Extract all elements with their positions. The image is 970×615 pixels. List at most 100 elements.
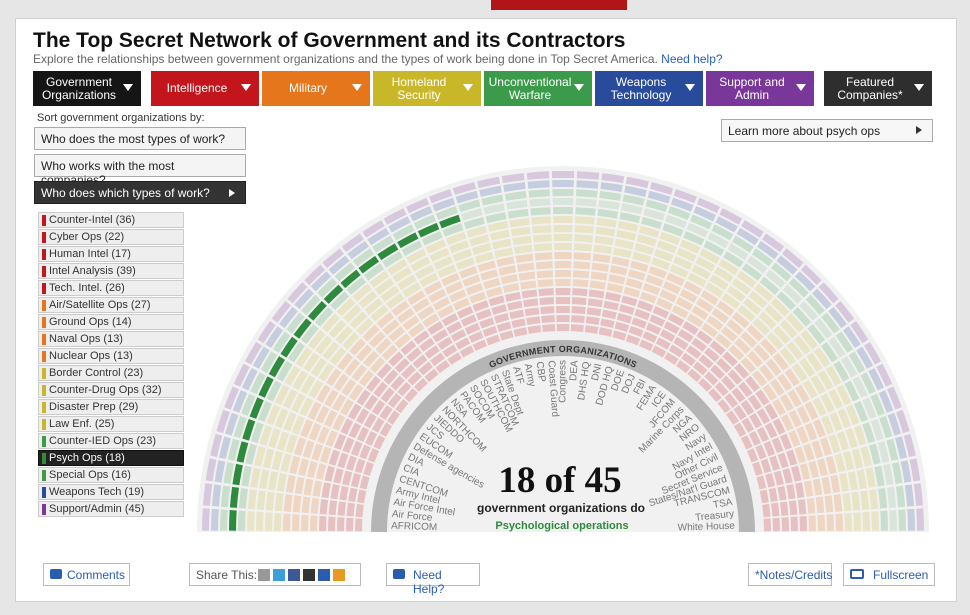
icon[interactable]: [273, 569, 285, 581]
cell: [715, 216, 738, 233]
cell: [696, 197, 720, 214]
work-type-item[interactable]: Special Ops (16): [38, 467, 184, 483]
cell: [821, 415, 835, 435]
tab[interactable]: Government Organizations: [33, 71, 141, 106]
fullscreen-button[interactable]: Fullscreen: [843, 563, 935, 586]
cell: [402, 315, 420, 331]
cell: [830, 474, 841, 493]
org-label: Army: [522, 363, 538, 388]
learn-more-button[interactable]: Learn more about psych ops: [721, 119, 933, 142]
work-type-item[interactable]: Tech. Intel. (26): [38, 280, 184, 296]
cell: [424, 368, 439, 383]
icon[interactable]: [258, 569, 270, 581]
work-type-item[interactable]: Ground Ops (14): [38, 314, 184, 330]
work-type-item[interactable]: Intel Analysis (39): [38, 263, 184, 279]
cell: [887, 412, 901, 436]
cell: [507, 300, 523, 311]
cell: [903, 433, 916, 458]
tab[interactable]: Support and Admin: [706, 71, 814, 106]
icon[interactable]: [333, 569, 345, 581]
comments-button[interactable]: Comments: [43, 563, 130, 586]
cell: [404, 388, 418, 403]
work-type-item[interactable]: Psych Ops (18): [38, 450, 184, 466]
cell: [597, 208, 619, 219]
work-type-item[interactable]: Nuclear Ops (13): [38, 348, 184, 364]
cell: [786, 449, 798, 466]
cell: [343, 304, 362, 323]
sort-option[interactable]: Who does the most types of work?: [34, 127, 246, 150]
cell: [856, 469, 867, 490]
cell: [736, 227, 759, 246]
cell: [526, 171, 550, 180]
tab[interactable]: Featured Companies*: [824, 71, 932, 106]
cell: [334, 262, 356, 282]
cell: [496, 256, 515, 267]
cell: [227, 438, 240, 461]
cell: [616, 229, 637, 241]
cell: [731, 312, 750, 329]
work-type-item[interactable]: Weapons Tech (19): [38, 484, 184, 500]
work-type-item[interactable]: Human Intel (17): [38, 246, 184, 262]
cell: [507, 208, 529, 219]
cell: [600, 318, 615, 329]
cell: [776, 291, 796, 311]
icon[interactable]: [288, 569, 300, 581]
cell: [472, 339, 487, 351]
work-type-item[interactable]: Cyber Ops (22): [38, 229, 184, 245]
color-swatch: [42, 453, 46, 464]
cell: [328, 449, 340, 466]
cell: [504, 291, 521, 302]
work-type-item[interactable]: Counter-Intel (36): [38, 212, 184, 228]
cell: [686, 222, 709, 238]
cell: [392, 266, 412, 283]
cell: [554, 242, 572, 251]
work-type-item[interactable]: Disaster Prep (29): [38, 399, 184, 415]
work-type-item[interactable]: Law Enf. (25): [38, 416, 184, 432]
work-type-item[interactable]: Support/Admin (45): [38, 501, 184, 517]
help-link[interactable]: Need help?: [661, 52, 723, 66]
cell: [659, 289, 677, 303]
color-swatch: [42, 266, 46, 277]
tab[interactable]: Unconventional Warfare: [484, 71, 592, 106]
cell: [639, 339, 654, 351]
cell: [782, 468, 793, 484]
tab[interactable]: Military: [262, 71, 370, 106]
cell: [342, 437, 355, 454]
icon[interactable]: [318, 569, 330, 581]
cell: [205, 458, 217, 482]
work-type-label: Border Control (23): [49, 367, 144, 379]
cell: [413, 214, 436, 230]
cell: [745, 375, 760, 392]
sort-option[interactable]: Who does which types of work?: [34, 181, 246, 204]
cell: [552, 180, 574, 188]
tab[interactable]: Homeland Security: [373, 71, 481, 106]
help-button[interactable]: Need Help?: [386, 563, 480, 596]
cell: [388, 326, 406, 342]
work-type-item[interactable]: Air/Satellite Ops (27): [38, 297, 184, 313]
work-type-item[interactable]: Naval Ops (13): [38, 331, 184, 347]
tab[interactable]: Intelligence: [151, 71, 259, 106]
work-type-item[interactable]: Border Control (23): [38, 365, 184, 381]
cell: [469, 291, 487, 304]
color-swatch: [42, 317, 46, 328]
tab[interactable]: Weapons Technology: [595, 71, 703, 106]
cell: [245, 443, 257, 465]
cell: [907, 508, 915, 531]
work-type-item[interactable]: Counter-IED Ops (23): [38, 433, 184, 449]
cell: [301, 294, 321, 315]
cell: [285, 434, 298, 454]
cell: [828, 434, 841, 454]
cell: [304, 264, 326, 286]
color-swatch: [42, 249, 46, 260]
cell: [294, 437, 307, 456]
notes-button[interactable]: *Notes/Credits: [748, 563, 832, 586]
cell: [820, 393, 835, 413]
org-label: CBP: [533, 361, 547, 383]
icon[interactable]: [303, 569, 315, 581]
cell: [429, 247, 450, 262]
cell: [869, 443, 881, 465]
cell: [320, 446, 332, 464]
cell: [465, 283, 484, 296]
cell: [271, 301, 291, 323]
work-type-item[interactable]: Counter-Drug Ops (32): [38, 382, 184, 398]
